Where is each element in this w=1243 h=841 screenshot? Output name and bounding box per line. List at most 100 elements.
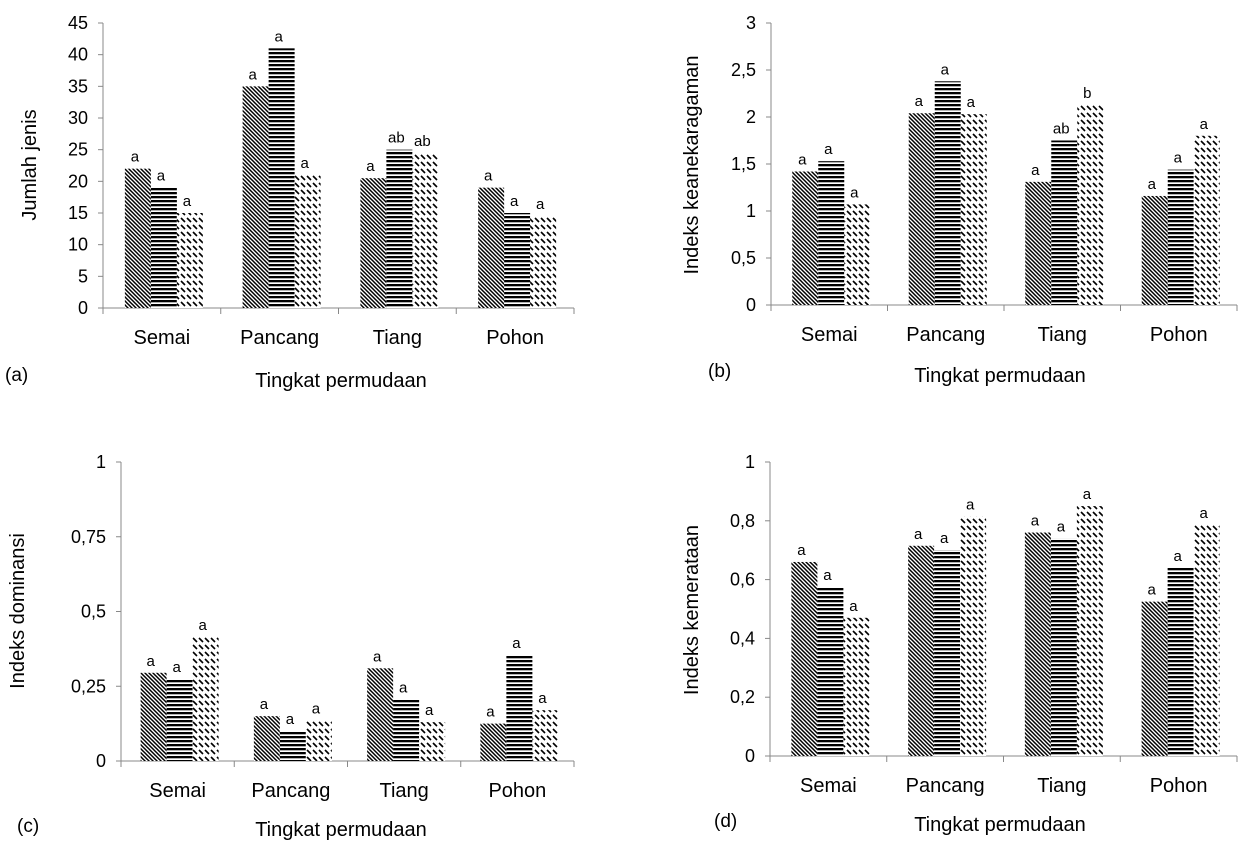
bar-horizontal	[150, 187, 177, 308]
significance-label: a	[536, 196, 545, 213]
significance-label: a	[157, 168, 166, 185]
y-tick-label: 0,75	[71, 527, 106, 547]
bar-horizontal	[393, 699, 420, 761]
y-tick-label: 0,6	[730, 570, 755, 590]
significance-label: a	[823, 567, 832, 584]
x-category-label: Pohon	[488, 780, 546, 802]
x-category-label: Semai	[134, 327, 191, 349]
significance-label: a	[512, 635, 521, 652]
bar-dashed	[192, 636, 219, 761]
bar-horizontal	[1167, 169, 1194, 305]
y-tick-label: 5	[78, 266, 88, 286]
y-tick-label: 45	[68, 13, 88, 33]
y-tick-label: 0	[96, 751, 106, 771]
significance-label: a	[274, 28, 283, 45]
y-axis-title: Jumlah jenis	[19, 109, 41, 220]
bar-horizontal	[934, 550, 961, 756]
y-tick-label: 35	[68, 76, 88, 96]
significance-label: a	[798, 152, 807, 169]
y-tick-label: 20	[68, 171, 88, 191]
x-axis-title: Tingkat permudaan	[255, 370, 427, 392]
x-category-label: Pancang	[251, 780, 330, 802]
significance-label: a	[172, 659, 181, 676]
bar-dashed	[844, 204, 871, 305]
bar-horizontal	[268, 48, 295, 308]
y-tick-label: 15	[68, 203, 88, 223]
bar-diagonal	[1025, 181, 1052, 305]
x-category-label: Pohon	[1150, 324, 1208, 346]
y-tick-label: 0,5	[731, 248, 756, 268]
bar-diagonal	[792, 171, 819, 305]
bar-dashed	[843, 617, 870, 756]
x-category-label: Pancang	[906, 324, 985, 346]
significance-label: a	[373, 648, 382, 665]
bar-diagonal	[1024, 532, 1051, 756]
bar-dashed	[960, 114, 987, 306]
bar-dashed	[960, 516, 987, 756]
y-tick-label: 40	[68, 45, 88, 65]
panel-label: (c)	[17, 816, 39, 837]
significance-label: a	[1147, 582, 1156, 599]
y-tick-label: 0,25	[71, 676, 106, 696]
significance-label: a	[1148, 176, 1157, 193]
significance-label: a	[850, 184, 859, 201]
significance-label: a	[914, 526, 923, 543]
bar-dashed	[305, 720, 332, 761]
x-category-label: Pancang	[240, 327, 319, 349]
y-tick-label: 2	[746, 107, 756, 127]
significance-label: a	[300, 155, 309, 172]
significance-label: ab	[1053, 121, 1070, 138]
bar-diagonal	[367, 668, 394, 761]
bar-diagonal	[791, 561, 818, 756]
panel-label: (b)	[708, 361, 731, 382]
significance-label: a	[1057, 518, 1066, 535]
significance-label: a	[146, 653, 155, 670]
x-category-label: Pohon	[1150, 775, 1208, 797]
significance-label: a	[248, 66, 257, 83]
x-category-label: Tiang	[1038, 324, 1087, 346]
significance-label: a	[1174, 150, 1183, 167]
significance-label: a	[824, 141, 833, 158]
bar-dashed	[532, 710, 559, 761]
significance-label: a	[484, 168, 493, 185]
significance-label: a	[510, 193, 519, 210]
significance-label: a	[366, 158, 375, 175]
bar-horizontal	[818, 161, 845, 305]
x-category-label: Tiang	[379, 780, 428, 802]
bar-horizontal	[934, 81, 961, 305]
x-axis-title: Tingkat permudaan	[914, 365, 1086, 387]
y-tick-label: 0	[746, 295, 756, 315]
significance-label: a	[183, 193, 192, 210]
significance-label: a	[940, 530, 949, 547]
x-category-label: Semai	[800, 775, 857, 797]
x-category-label: Tiang	[373, 327, 422, 349]
bar-diagonal	[480, 723, 507, 761]
significance-label: a	[286, 711, 295, 728]
bar-diagonal	[253, 716, 280, 761]
bar-horizontal	[504, 213, 531, 308]
panel-label: (a)	[5, 365, 28, 386]
panel-label: (d)	[714, 811, 737, 832]
significance-label: a	[198, 617, 207, 634]
x-category-label: Tiang	[1037, 775, 1086, 797]
significance-label: b	[1083, 85, 1091, 102]
x-category-label: Pohon	[486, 327, 544, 349]
bar-horizontal	[279, 731, 306, 761]
bar-diagonal	[242, 86, 269, 308]
bar-horizontal	[166, 678, 193, 761]
x-category-label: Semai	[149, 780, 206, 802]
bar-diagonal	[1141, 601, 1168, 756]
significance-label: a	[797, 542, 806, 559]
bar-diagonal	[908, 545, 935, 756]
significance-label: a	[849, 598, 858, 615]
significance-label: a	[312, 701, 321, 718]
bar-diagonal	[908, 113, 935, 306]
significance-label: a	[486, 704, 495, 721]
x-category-label: Semai	[801, 324, 858, 346]
bar-horizontal	[386, 149, 413, 308]
y-tick-label: 1	[96, 452, 106, 472]
significance-label: a	[425, 702, 434, 719]
